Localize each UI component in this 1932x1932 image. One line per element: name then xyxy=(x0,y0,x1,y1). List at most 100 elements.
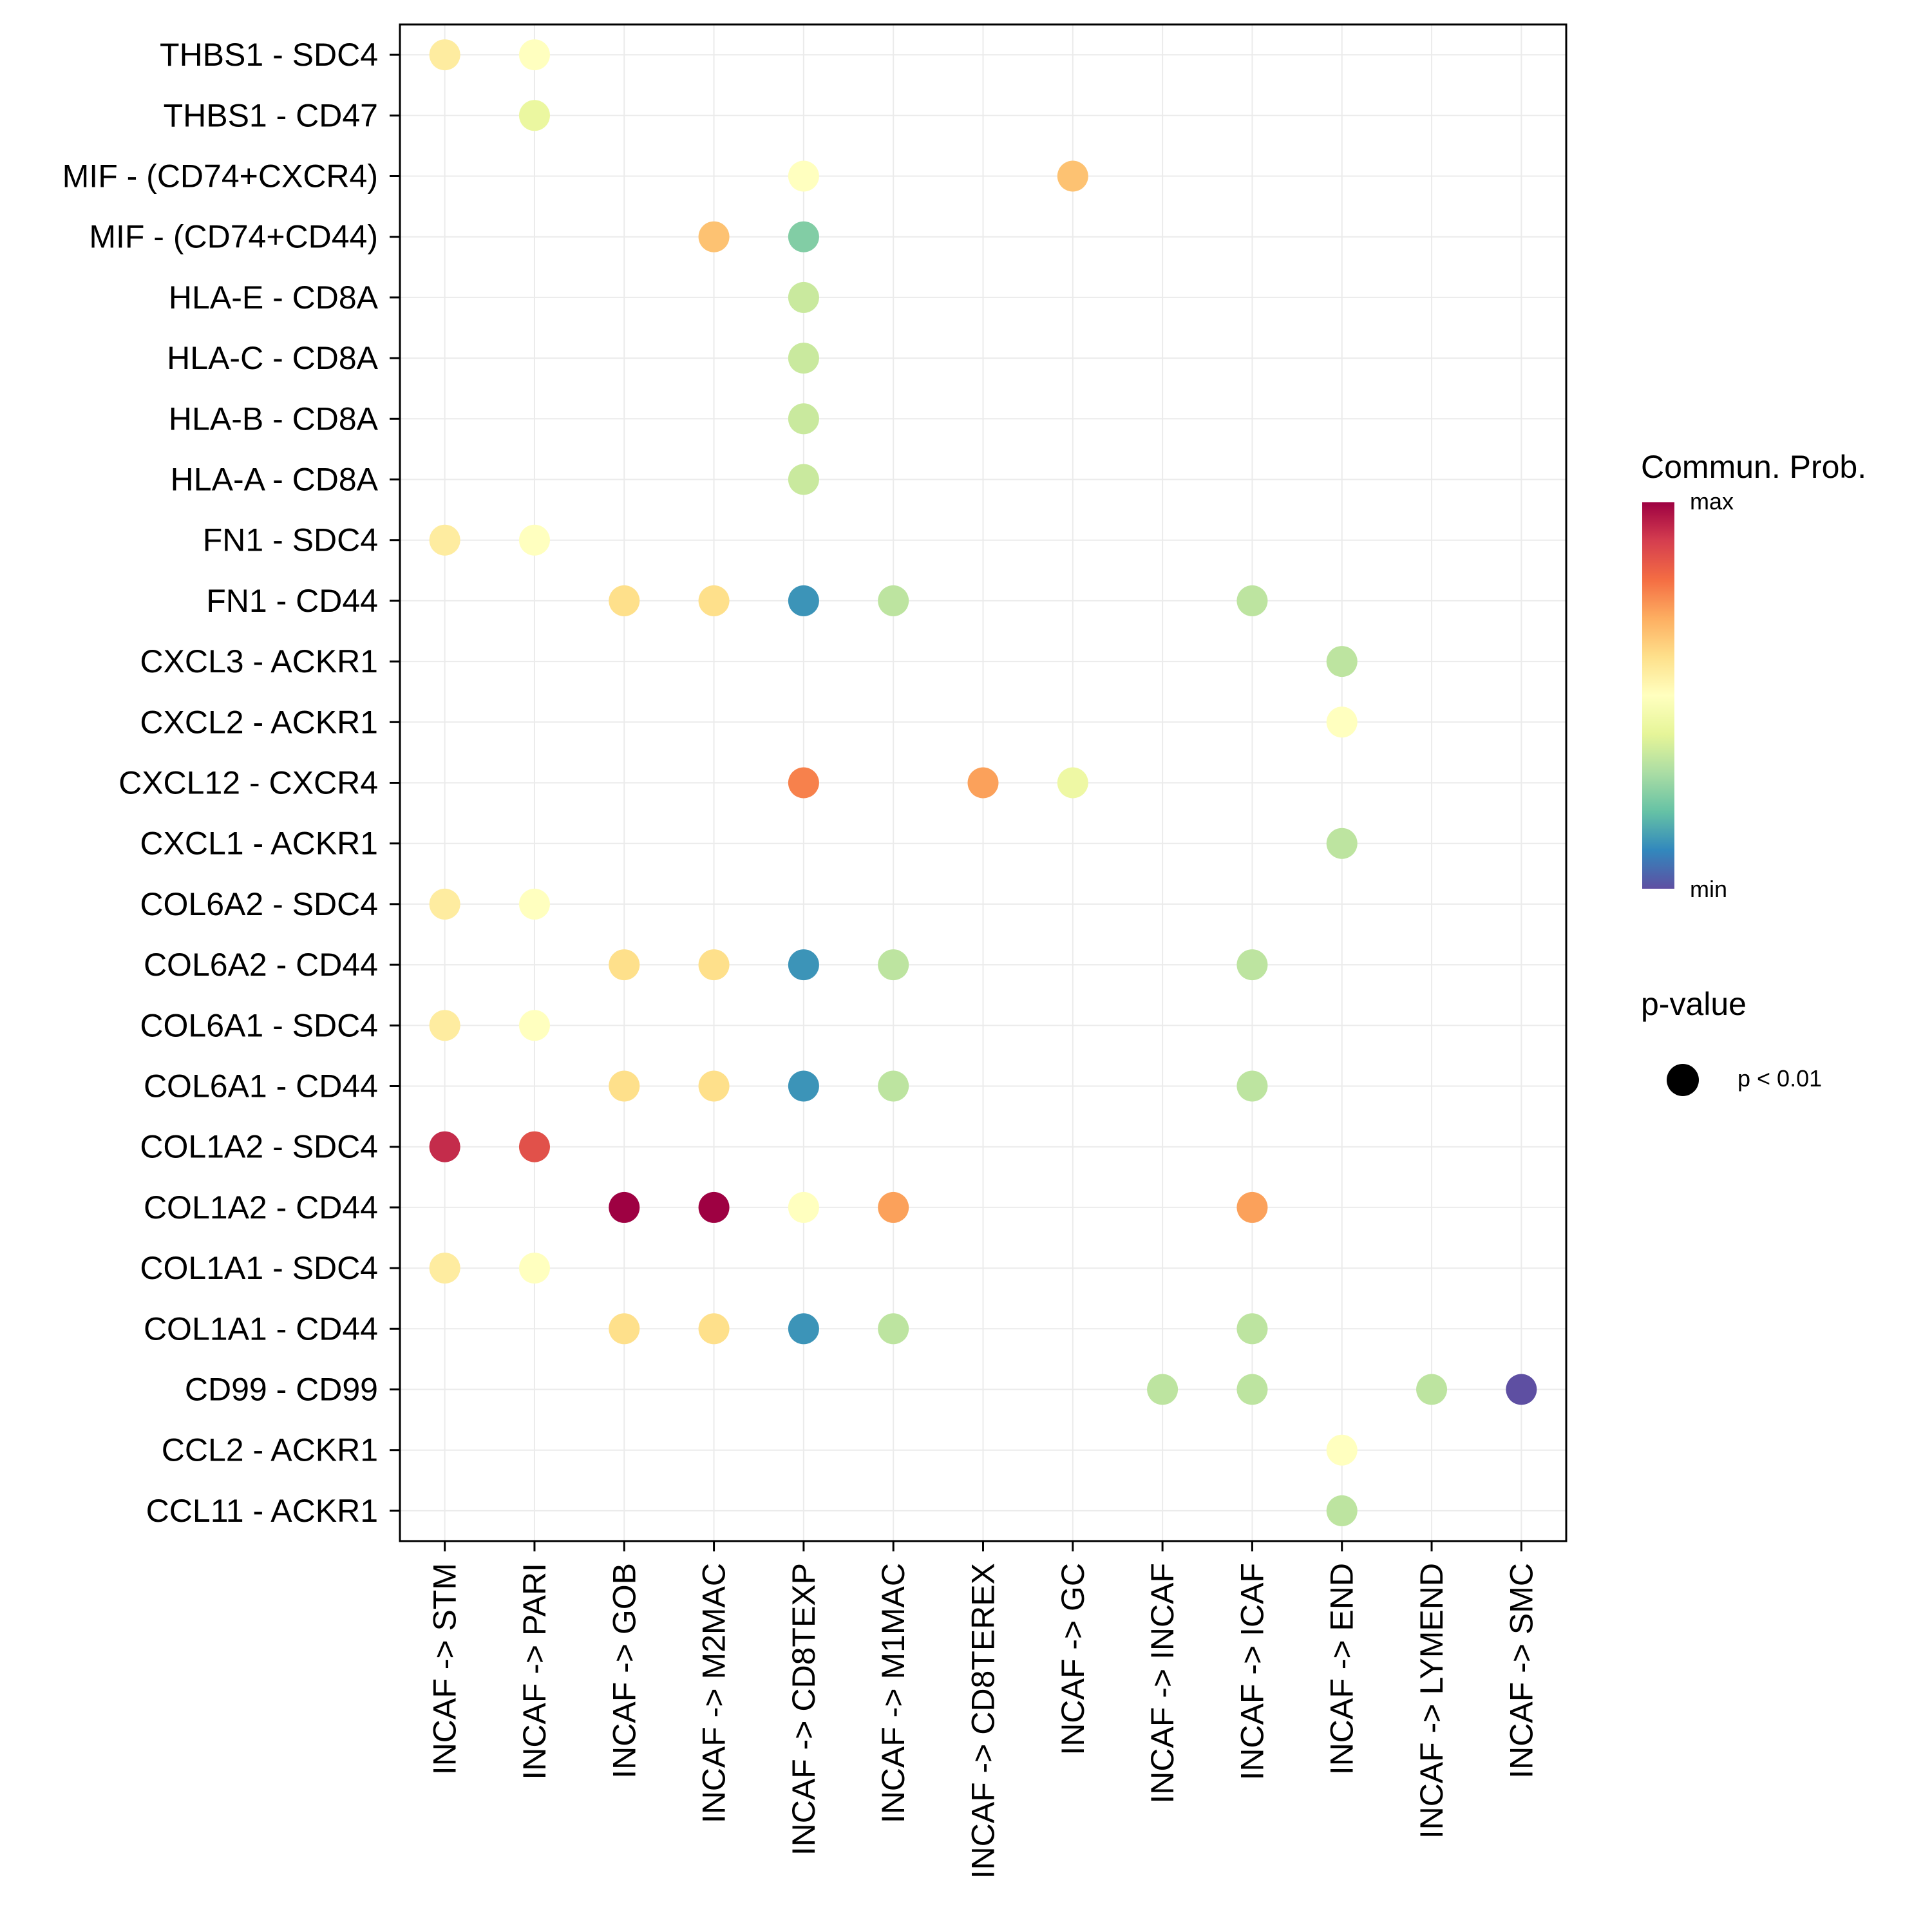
y-tick-label: HLA-C - CD8A xyxy=(167,340,378,376)
data-point xyxy=(429,524,460,556)
data-point xyxy=(609,949,640,981)
y-tick-label: COL6A2 - CD44 xyxy=(144,947,378,983)
y-tick-label: HLA-E - CD8A xyxy=(169,279,379,316)
x-axis-ticks xyxy=(444,1541,1522,1551)
data-point xyxy=(878,1191,909,1223)
x-tick-label: INCAF -> INCAF xyxy=(1144,1563,1180,1804)
data-point xyxy=(518,524,550,556)
y-axis-labels: THBS1 - SDC4 THBS1 - CD47 MIF - (CD74+CXCR… xyxy=(62,37,379,1529)
y-tick-label: CXCL3 - ACKR1 xyxy=(140,643,378,679)
pvalue-legend-title: p-value xyxy=(1641,986,1747,1022)
data-point xyxy=(1326,1434,1358,1466)
data-point xyxy=(788,585,819,616)
x-tick-label: INCAF -> GC xyxy=(1055,1563,1091,1756)
y-tick-label: COL6A1 - CD44 xyxy=(144,1068,378,1104)
data-point xyxy=(518,1010,550,1041)
data-point xyxy=(609,585,640,616)
data-point xyxy=(1326,706,1358,738)
x-tick-label: INCAF -> M2MAC xyxy=(696,1563,732,1823)
data-point xyxy=(1057,767,1088,799)
grid-lines xyxy=(400,24,1566,1541)
data-point xyxy=(1236,1070,1268,1102)
y-tick-label: CD99 - CD99 xyxy=(185,1372,378,1408)
data-point xyxy=(518,100,550,131)
y-tick-label: COL1A1 - CD44 xyxy=(144,1311,378,1347)
y-tick-label: CCL2 - ACKR1 xyxy=(162,1432,378,1468)
data-point xyxy=(609,1313,640,1345)
data-point xyxy=(788,1070,819,1102)
x-tick-label: INCAF -> CD8TEXP xyxy=(786,1563,822,1855)
data-point xyxy=(1147,1374,1179,1405)
data-point xyxy=(878,585,909,616)
data-point xyxy=(788,281,819,313)
y-tick-label: CXCL1 - ACKR1 xyxy=(140,826,378,862)
x-tick-label: INCAF -> GOB xyxy=(606,1563,642,1779)
data-point xyxy=(1506,1374,1537,1405)
data-point xyxy=(698,585,730,616)
y-tick-label: THBS1 - SDC4 xyxy=(160,37,378,73)
data-point xyxy=(698,1313,730,1345)
data-point xyxy=(878,1313,909,1345)
data-point xyxy=(429,1253,460,1284)
x-tick-label: INCAF -> CD8TEREX xyxy=(965,1563,1001,1879)
dot-points xyxy=(429,39,1537,1526)
data-point xyxy=(967,767,999,799)
data-point xyxy=(1236,1374,1268,1405)
x-axis-labels: INCAF -> STM INCAF -> PARI INCAF -> GOB INC… xyxy=(427,1563,1540,1879)
data-point xyxy=(1416,1374,1448,1405)
data-point xyxy=(429,39,460,71)
data-point xyxy=(788,343,819,374)
y-tick-label: HLA-A - CD8A xyxy=(171,462,379,498)
data-point xyxy=(1326,646,1358,677)
x-tick-label: INCAF -> M1MAC xyxy=(875,1563,911,1823)
data-point xyxy=(788,767,819,799)
data-point xyxy=(609,1191,640,1223)
data-point xyxy=(609,1070,640,1102)
data-point xyxy=(429,1131,460,1162)
data-point xyxy=(698,949,730,981)
y-tick-label: FN1 - SDC4 xyxy=(203,522,378,558)
data-point xyxy=(698,221,730,252)
y-tick-label: COL1A1 - SDC4 xyxy=(140,1250,378,1286)
data-point xyxy=(1236,1313,1268,1345)
data-point xyxy=(518,1253,550,1284)
y-axis-ticks xyxy=(390,53,400,1512)
data-point xyxy=(429,888,460,920)
data-point xyxy=(429,1010,460,1041)
data-point xyxy=(698,1070,730,1102)
data-point xyxy=(1326,828,1358,859)
x-tick-label: INCAF -> STM xyxy=(427,1563,463,1775)
data-point xyxy=(788,221,819,252)
data-point xyxy=(1326,1495,1358,1526)
y-tick-label: COL6A2 - SDC4 xyxy=(140,886,378,922)
data-point xyxy=(788,160,819,192)
y-tick-label: COL1A2 - CD44 xyxy=(144,1189,378,1226)
color-legend-max-label: max xyxy=(1690,488,1734,515)
data-point xyxy=(1236,585,1268,616)
data-point xyxy=(518,888,550,920)
data-point xyxy=(1236,949,1268,981)
pvalue-legend-label: p < 0.01 xyxy=(1738,1065,1823,1092)
y-tick-label: COL6A1 - SDC4 xyxy=(140,1007,378,1043)
data-point xyxy=(788,1191,819,1223)
data-point xyxy=(788,464,819,495)
y-tick-label: CXCL2 - ACKR1 xyxy=(140,704,378,740)
x-tick-label: INCAF -> SMC xyxy=(1503,1563,1539,1779)
data-point xyxy=(518,1131,550,1162)
x-tick-label: INCAF -> PARI xyxy=(516,1563,553,1780)
data-point xyxy=(878,949,909,981)
data-point xyxy=(1236,1191,1268,1223)
data-point xyxy=(698,1191,730,1223)
data-point xyxy=(518,39,550,71)
data-point xyxy=(878,1070,909,1102)
pvalue-legend-dot xyxy=(1667,1064,1699,1096)
y-tick-label: HLA-B - CD8A xyxy=(169,401,379,437)
y-tick-label: FN1 - CD44 xyxy=(206,583,378,619)
x-tick-label: INCAF -> END xyxy=(1324,1563,1360,1775)
color-legend-title: Commun. Prob. xyxy=(1641,449,1867,485)
color-legend-min-label: min xyxy=(1690,876,1728,902)
data-point xyxy=(1057,160,1088,192)
x-tick-label: INCAF -> ICAF xyxy=(1234,1563,1270,1781)
data-point xyxy=(788,1313,819,1345)
